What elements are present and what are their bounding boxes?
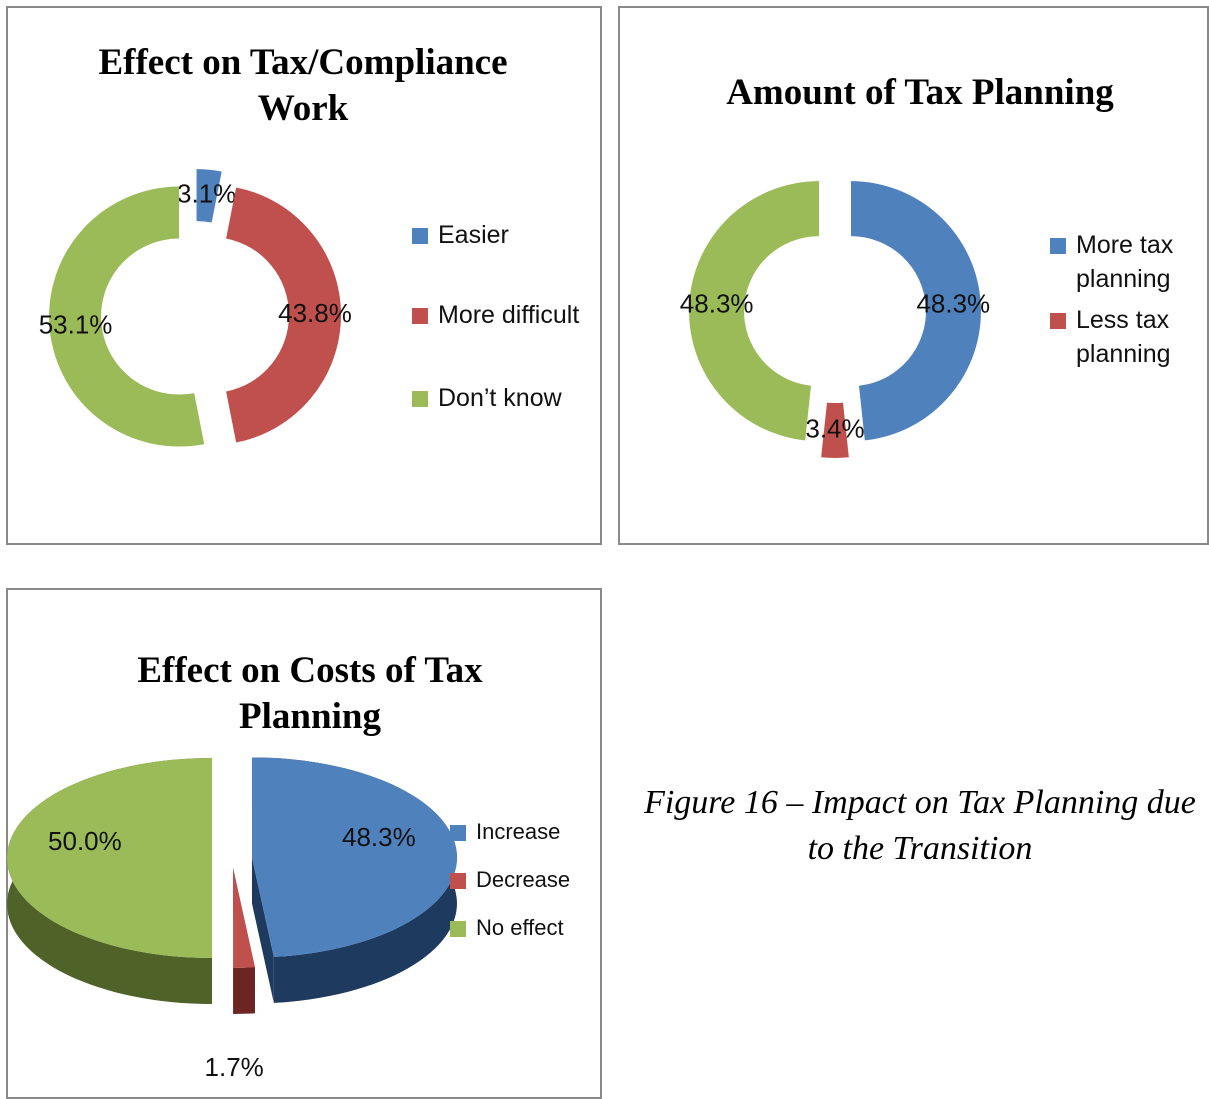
legend-entry: More tax planning — [1050, 228, 1206, 296]
data-label: 50.0% — [48, 826, 122, 856]
legend-entry: More difficult — [412, 298, 598, 332]
legend-swatch — [450, 825, 466, 841]
legend-label: No effect — [476, 915, 564, 940]
legend-entry: Increase — [450, 815, 636, 849]
legend-swatch — [450, 921, 466, 937]
legend-entry: Easier — [412, 218, 598, 252]
legend-swatch — [412, 228, 428, 244]
figure-caption: Figure 16 – Impact on Tax Planning due t… — [644, 784, 1196, 867]
legend-label: Less tax planning — [1076, 306, 1171, 368]
data-label: 3.4% — [805, 413, 864, 443]
legend-label: Increase — [476, 819, 561, 844]
chart-title: Effect on Costs of Tax Planning — [137, 650, 483, 737]
legend-label: More tax planning — [1076, 231, 1174, 293]
legend-label: More difficult — [438, 301, 580, 329]
data-label: 3.1% — [177, 178, 236, 208]
legend-swatch — [450, 873, 466, 889]
donut-slice — [850, 181, 981, 441]
pie-side — [251, 857, 274, 1003]
data-label: 48.3% — [916, 289, 990, 319]
chart-title: Effect on Tax/Compliance Work — [98, 42, 508, 129]
legend-entry: No effect — [450, 911, 636, 945]
legend-swatch — [412, 391, 428, 407]
legend-entry: Decrease — [450, 863, 636, 897]
legend-entry: Don’t know — [412, 381, 598, 415]
data-label: 48.3% — [680, 289, 754, 319]
legend-label: Decrease — [476, 867, 571, 892]
legend-label: Easier — [438, 221, 509, 249]
data-label: 43.8% — [278, 298, 352, 328]
data-label: 48.3% — [342, 822, 416, 852]
donut-slice — [196, 169, 222, 223]
legend-swatch — [1050, 238, 1066, 254]
donut-slice — [821, 402, 849, 458]
pie-slice — [233, 867, 255, 968]
legend-swatch — [412, 308, 428, 324]
donut-slice — [689, 181, 820, 441]
legend-swatch — [1050, 313, 1066, 329]
donut-slice — [49, 186, 205, 447]
data-label: 53.1% — [39, 310, 113, 340]
donut-slice — [226, 187, 341, 443]
pie-slice — [251, 757, 457, 957]
data-label: 1.7% — [205, 1052, 264, 1082]
pie-side — [233, 967, 255, 1014]
legend-label: Don’t know — [438, 384, 562, 412]
pie-slice — [7, 758, 212, 958]
legend-entry: Less tax planning — [1050, 303, 1206, 371]
chart-title: Amount of Tax Planning — [726, 72, 1114, 113]
